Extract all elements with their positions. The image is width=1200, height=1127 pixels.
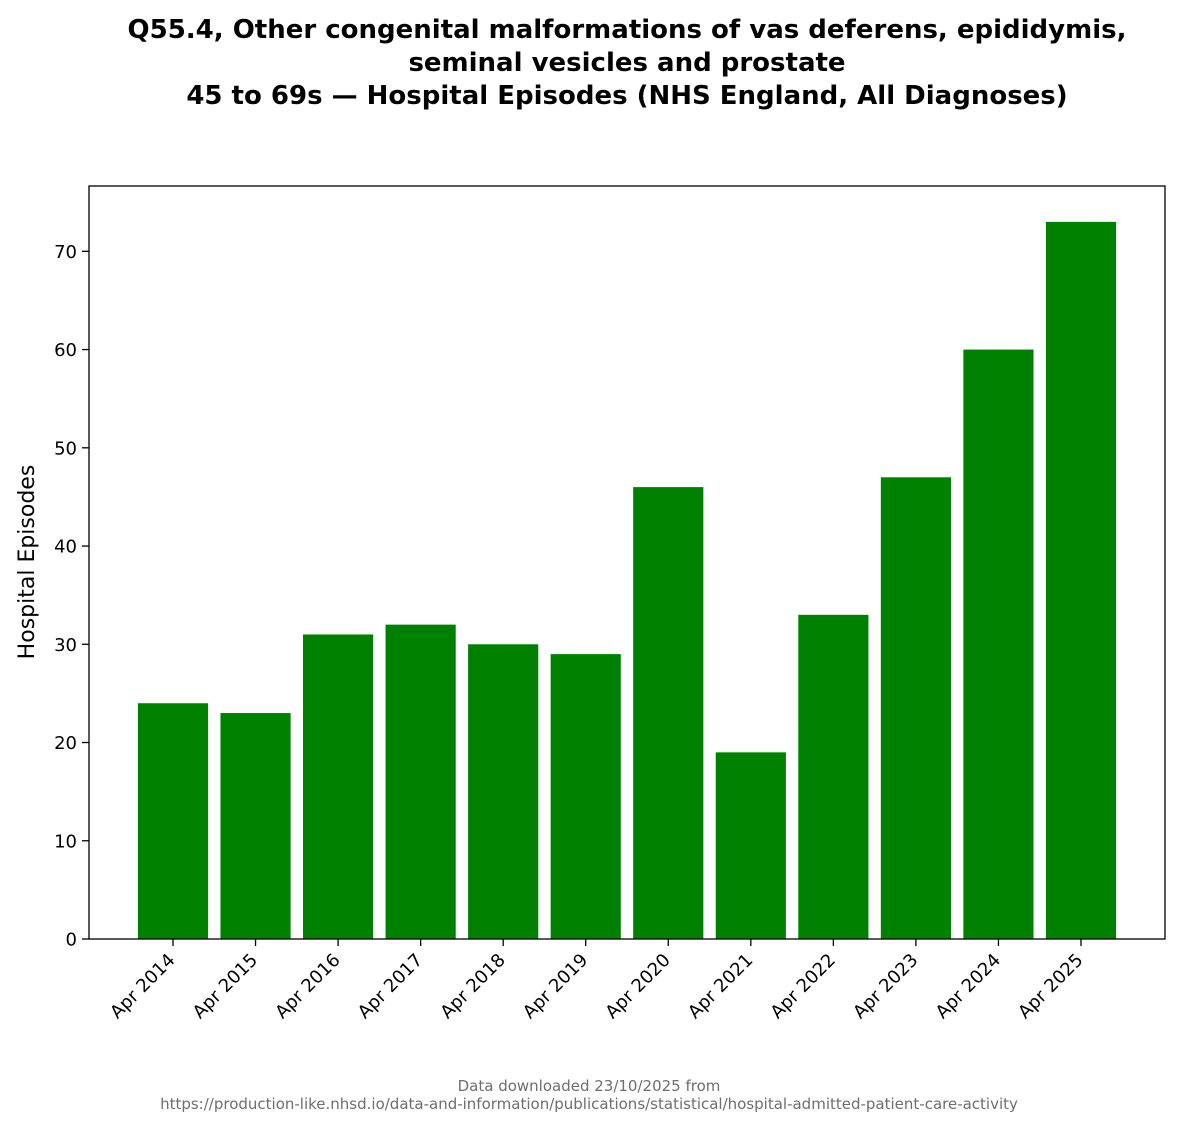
bar-apr-2017 bbox=[385, 624, 456, 939]
x-tick-label: Apr 2015 bbox=[189, 950, 262, 1023]
y-tick-label: 30 bbox=[54, 635, 77, 656]
bar-apr-2016 bbox=[303, 634, 374, 939]
x-tick-label: Apr 2018 bbox=[436, 950, 509, 1023]
bar-apr-2025 bbox=[1045, 221, 1117, 940]
y-axis-ticks: 0 10 20 30 40 50 60 70 bbox=[54, 242, 89, 951]
x-tick-label: Apr 2020 bbox=[602, 950, 675, 1023]
footnote: Data downloaded 23/10/2025 from https://… bbox=[160, 1077, 1018, 1113]
footnote-line-1: Data downloaded 23/10/2025 from bbox=[458, 1077, 721, 1095]
chart-title: Q55.4, Other congenital malformations of… bbox=[128, 15, 1127, 111]
bars-group bbox=[137, 221, 1117, 940]
y-tick-label: 20 bbox=[54, 733, 77, 754]
y-tick-label: 70 bbox=[54, 242, 77, 263]
title-line-2: seminal vesicles and prostate bbox=[408, 48, 845, 78]
bar-apr-2023 bbox=[880, 477, 951, 939]
title-line-1: Q55.4, Other congenital malformations of… bbox=[128, 15, 1127, 45]
bar-apr-2019 bbox=[550, 654, 621, 939]
bar-apr-2018 bbox=[468, 644, 539, 939]
footnote-line-2: https://production-like.nhsd.io/data-and… bbox=[160, 1095, 1018, 1113]
x-tick-label: Apr 2017 bbox=[354, 950, 427, 1023]
bar-apr-2021 bbox=[715, 752, 786, 939]
x-tick-label: Apr 2023 bbox=[849, 950, 922, 1023]
x-tick-label: Apr 2025 bbox=[1014, 950, 1087, 1023]
y-tick-label: 40 bbox=[54, 537, 77, 558]
y-axis-label: Hospital Episodes bbox=[15, 465, 40, 660]
x-tick-label: Apr 2016 bbox=[271, 950, 344, 1023]
x-tick-label: Apr 2024 bbox=[932, 950, 1005, 1023]
y-tick-label: 10 bbox=[54, 831, 77, 852]
title-line-3: 45 to 69s — Hospital Episodes (NHS Engla… bbox=[186, 81, 1067, 111]
bar-apr-2020 bbox=[633, 487, 704, 939]
y-tick-label: 50 bbox=[54, 438, 77, 459]
bar-apr-2015 bbox=[220, 713, 291, 939]
x-axis-ticks: Apr 2014 Apr 2015 Apr 2016 Apr 2017 Apr 2018… bbox=[106, 939, 1088, 1023]
x-tick-label: Apr 2019 bbox=[519, 950, 592, 1023]
y-tick-label: 60 bbox=[54, 340, 77, 361]
bar-apr-2022 bbox=[798, 614, 869, 939]
x-tick-label: Apr 2014 bbox=[106, 950, 179, 1023]
x-tick-label: Apr 2021 bbox=[684, 950, 757, 1023]
bar-apr-2014 bbox=[137, 703, 209, 939]
plot-frame bbox=[88, 185, 1166, 940]
bar-apr-2024 bbox=[963, 349, 1034, 939]
x-tick-label: Apr 2022 bbox=[767, 950, 840, 1023]
y-tick-label: 0 bbox=[66, 930, 77, 951]
